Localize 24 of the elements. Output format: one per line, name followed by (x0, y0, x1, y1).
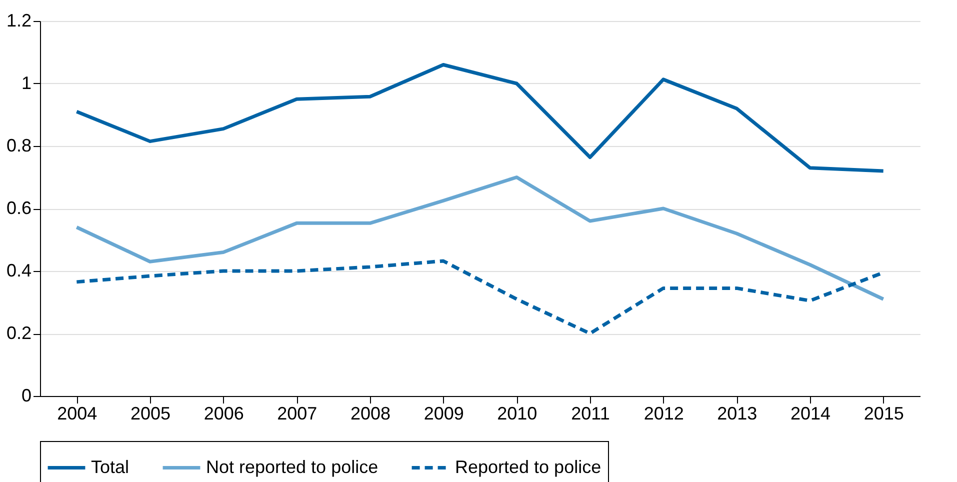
y-tick-label: 1 (21, 73, 32, 93)
legend-label: Not reported to police (206, 456, 378, 477)
line-series (74, 63, 886, 173)
y-tick-label: 0.4 (6, 260, 32, 280)
legend-label: Total (91, 456, 130, 477)
x-tick-label: 2004 (57, 404, 98, 424)
y-tick-label: 0.6 (6, 198, 32, 218)
y-tick-label: 0.8 (6, 136, 32, 156)
x-tick-label: 2010 (497, 404, 538, 424)
x-tick-label: 2006 (204, 404, 244, 424)
x-tick-label: 2011 (571, 404, 610, 424)
y-tick-label: 1.2 (6, 10, 32, 30)
x-tick-label: 2015 (864, 404, 904, 424)
line-series (74, 176, 886, 301)
x-tick-label: 2009 (424, 404, 464, 424)
x-tick-label: 2008 (350, 404, 391, 424)
y-tick-label: 0 (21, 386, 32, 406)
x-tick-label: 2012 (644, 404, 684, 424)
x-tick-label: 2005 (130, 404, 171, 424)
x-tick-label: 2014 (790, 404, 831, 424)
x-tick-label: 2013 (717, 404, 758, 424)
y-tick-label: 0.2 (6, 323, 32, 343)
x-tick-label: 2007 (277, 404, 318, 424)
legend-label: Reported to police (455, 456, 602, 477)
